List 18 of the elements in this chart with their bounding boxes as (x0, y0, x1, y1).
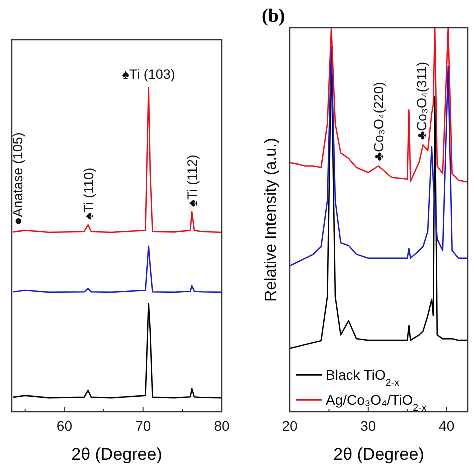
chart-title: (b) (262, 6, 286, 27)
legend-label: Black TiO$_{2-x}$ (326, 367, 400, 388)
x-tick-label: 60 (56, 418, 73, 434)
x-axis-title: 2θ (Degree) (72, 445, 162, 464)
annotation: ♠Ti (110) (81, 168, 96, 220)
x-tick-label: 30 (360, 418, 376, 434)
annotation: ♣Co₃O₄(220) (372, 82, 387, 162)
y-axis-title: Relative Intensity (a.u.) (263, 138, 280, 302)
annotation: ●Anatase (105) (10, 132, 26, 226)
annotation: ♣Co₃O₄(311) (414, 62, 430, 140)
annotation: ♠Ti (103) (122, 67, 176, 82)
x-tick-label: 40 (439, 418, 455, 434)
legend-label: Ag/Co₃O₄/TiO$_{2-x}$ (326, 392, 427, 414)
x-axis-title: 2θ (Degree) (334, 445, 424, 464)
x-tick-label: 80 (214, 418, 230, 434)
annotation: ♠Ti (112) (185, 154, 200, 208)
x-tick-label: 20 (282, 418, 298, 434)
x-tick-label: 70 (136, 418, 152, 434)
